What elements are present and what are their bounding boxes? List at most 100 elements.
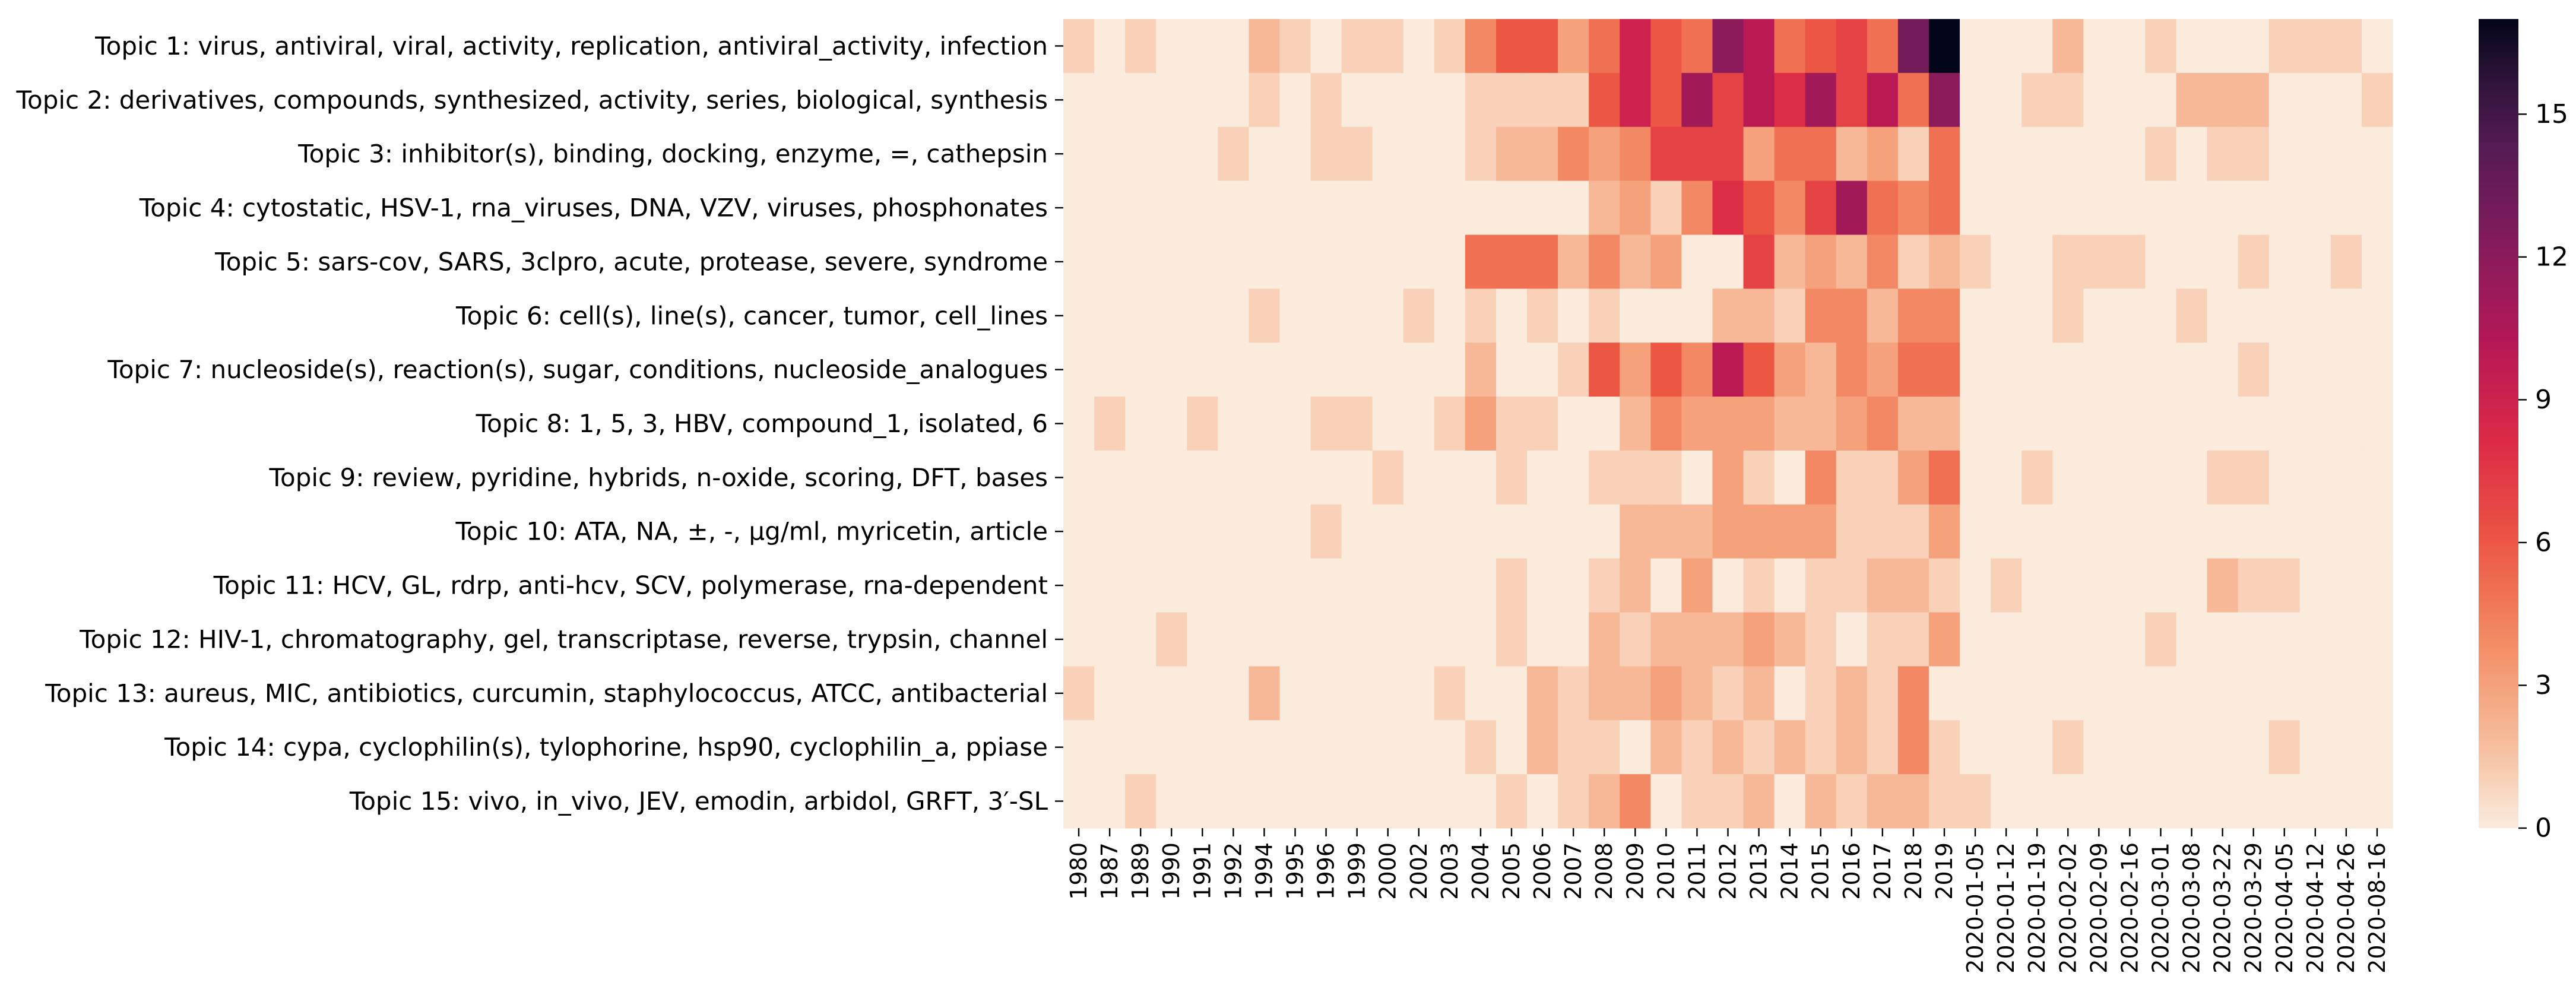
heatmap-cell (1589, 19, 1620, 74)
heatmap-cell (1805, 343, 1837, 397)
heatmap-cell (2361, 720, 2393, 775)
heatmap-cell (1836, 666, 1868, 721)
heatmap-cell (1187, 774, 1218, 829)
heatmap-cell (1156, 72, 1187, 128)
heatmap-cell (1094, 720, 1126, 775)
heatmap-cell (1125, 720, 1156, 775)
heatmap-cell (1836, 72, 1868, 128)
heatmap-cell (1589, 397, 1620, 451)
heatmap-cell (1743, 397, 1775, 451)
row-label: Topic 4: cytostatic, HSV-1, rna_viruses,… (139, 194, 1048, 223)
heatmap-cell (1249, 774, 1281, 829)
heatmap-cell (1187, 126, 1218, 182)
heatmap-cell (1589, 72, 1620, 128)
heatmap-cell (2145, 288, 2177, 343)
heatmap-cell (1805, 720, 1837, 775)
column-label: 2012 (1715, 842, 1741, 900)
heatmap-cell (1805, 504, 1837, 559)
heatmap-cell (1465, 612, 1497, 667)
column-label: 2020-04-12 (2302, 842, 2328, 974)
heatmap-cell (2207, 720, 2239, 775)
row-label: Topic 15: vivo, in_vivo, JEV, emodin, ar… (349, 787, 1048, 816)
heatmap-cell (1403, 234, 1435, 289)
heatmap-cell (2207, 126, 2239, 182)
heatmap-cell (1341, 504, 1373, 559)
heatmap-cell (2207, 72, 2239, 128)
column-labels: 1980 1987 1989 1990 1991 1992 1994 1995 1996 1999… (1066, 828, 2390, 974)
heatmap-cell (1156, 180, 1187, 236)
colorbar-gradient (2479, 19, 2518, 828)
heatmap-cell (2268, 180, 2301, 236)
heatmap-cell (2361, 180, 2393, 236)
heatmap-cell (2176, 504, 2208, 559)
heatmap-cell (1650, 558, 1682, 613)
heatmap-cell (1341, 288, 1373, 343)
heatmap-cell (1897, 397, 1929, 451)
heatmap-cell (1063, 234, 1095, 289)
heatmap-cell (1495, 180, 1528, 236)
heatmap-cell (1743, 343, 1775, 397)
heatmap-cell (2114, 504, 2146, 559)
heatmap-cell (1650, 504, 1682, 559)
heatmap-cell (1341, 397, 1373, 451)
heatmap-cell (2114, 234, 2146, 289)
heatmap-cell (1341, 612, 1373, 667)
heatmap-cell (1867, 126, 1899, 182)
heatmap-cell (1991, 504, 2022, 559)
heatmap-cell (2021, 558, 2053, 613)
heatmap-cell (1527, 19, 1558, 74)
heatmap-cell (1960, 72, 1991, 128)
heatmap-cell (1527, 666, 1558, 721)
heatmap-cell (1187, 612, 1218, 667)
heatmap-cell (1558, 180, 1589, 236)
heatmap-cell (1836, 19, 1868, 74)
heatmap-cell (1774, 19, 1806, 74)
heatmap-cell (1867, 720, 1899, 775)
column-label: 2019 (1931, 842, 1957, 900)
heatmap-cell (1743, 666, 1775, 721)
heatmap-cell (1249, 343, 1281, 397)
heatmap-cell (1372, 234, 1404, 289)
heatmap-cell (2145, 558, 2177, 613)
heatmap-cell (1495, 720, 1528, 775)
heatmap-cell (1805, 19, 1837, 74)
heatmap-cell (1558, 234, 1589, 289)
heatmap-cell (1156, 288, 1187, 343)
heatmap-cell (1495, 666, 1528, 721)
heatmap-cell (1836, 504, 1868, 559)
heatmap-cell (1156, 343, 1187, 397)
heatmap-cell (1403, 774, 1435, 829)
column-label: 2002 (1406, 842, 1432, 900)
heatmap-cell (2083, 180, 2115, 236)
column-label: 2020-02-02 (2055, 842, 2081, 974)
heatmap-cell (2021, 504, 2053, 559)
heatmap-cell (1650, 19, 1682, 74)
heatmap-cell (1279, 234, 1311, 289)
heatmap-cell (1805, 180, 1837, 236)
heatmap-cell (2114, 126, 2146, 182)
heatmap-cell (1558, 720, 1589, 775)
heatmap-cell (1712, 343, 1744, 397)
heatmap-cell (1403, 19, 1435, 74)
heatmap-cell (2052, 288, 2084, 343)
heatmap-cell (1991, 126, 2022, 182)
heatmap-cell (2238, 288, 2270, 343)
heatmap-cell (1620, 234, 1651, 289)
heatmap-cell (1527, 234, 1558, 289)
heatmap-cell (2114, 180, 2146, 236)
heatmap-cell (2238, 720, 2270, 775)
heatmap-cell (1063, 720, 1095, 775)
heatmap-cell (1650, 126, 1682, 182)
heatmap-cell (1341, 180, 1373, 236)
heatmap-cell (1991, 774, 2022, 829)
heatmap-cell (1310, 612, 1342, 667)
heatmap-cell (1712, 450, 1744, 505)
heatmap-cell (1928, 774, 1960, 829)
heatmap-cell (1681, 774, 1713, 829)
heatmap-cell (1836, 288, 1868, 343)
heatmap-cell (2083, 19, 2115, 74)
heatmap-cell (2238, 126, 2270, 182)
heatmap-cell (1279, 397, 1311, 451)
heatmap-cell (1063, 612, 1095, 667)
heatmap-cell (2052, 666, 2084, 721)
